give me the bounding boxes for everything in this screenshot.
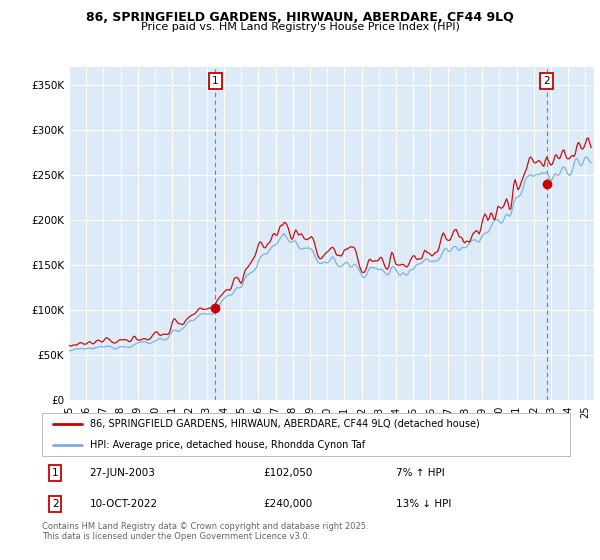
- Text: £240,000: £240,000: [264, 499, 313, 509]
- Text: 1: 1: [52, 468, 59, 478]
- Text: 1: 1: [212, 76, 218, 86]
- Text: 27-JUN-2003: 27-JUN-2003: [89, 468, 155, 478]
- Text: 10-OCT-2022: 10-OCT-2022: [89, 499, 158, 509]
- Text: £102,050: £102,050: [264, 468, 313, 478]
- Text: Price paid vs. HM Land Registry's House Price Index (HPI): Price paid vs. HM Land Registry's House …: [140, 22, 460, 32]
- Text: 86, SPRINGFIELD GARDENS, HIRWAUN, ABERDARE, CF44 9LQ: 86, SPRINGFIELD GARDENS, HIRWAUN, ABERDA…: [86, 11, 514, 24]
- Text: 2: 2: [52, 499, 59, 509]
- Text: Contains HM Land Registry data © Crown copyright and database right 2025.
This d: Contains HM Land Registry data © Crown c…: [42, 522, 368, 542]
- Text: 7% ↑ HPI: 7% ↑ HPI: [396, 468, 445, 478]
- Text: 86, SPRINGFIELD GARDENS, HIRWAUN, ABERDARE, CF44 9LQ (detached house): 86, SPRINGFIELD GARDENS, HIRWAUN, ABERDA…: [89, 419, 479, 428]
- Text: HPI: Average price, detached house, Rhondda Cynon Taf: HPI: Average price, detached house, Rhon…: [89, 441, 365, 450]
- Text: 2: 2: [544, 76, 550, 86]
- Text: 13% ↓ HPI: 13% ↓ HPI: [396, 499, 451, 509]
